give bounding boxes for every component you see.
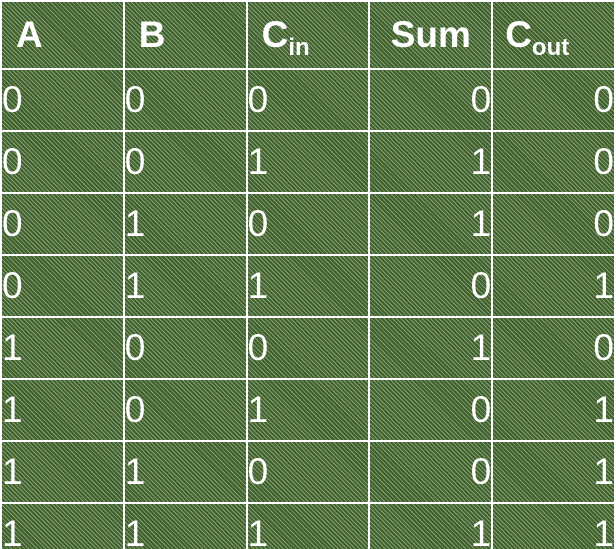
cell-sum: 0 xyxy=(368,68,494,132)
cell-sum: 1 xyxy=(368,502,494,549)
cell-cin: 1 xyxy=(245,502,371,549)
cell-cin: 0 xyxy=(245,192,371,256)
cell-cin: 1 xyxy=(245,130,371,194)
table-row: 1 0 0 1 0 xyxy=(0,316,616,380)
cell-cout: 1 xyxy=(491,440,616,504)
cell-b: 1 xyxy=(122,502,248,549)
cell-cout: 0 xyxy=(491,68,616,132)
table-row: 0 0 1 1 0 xyxy=(0,130,616,194)
header-a-label: A xyxy=(16,14,43,55)
header-cout-subscript: out xyxy=(531,34,570,61)
cell-a: 1 xyxy=(0,502,125,549)
header-cout-label: C xyxy=(505,14,532,55)
cell-cout: 0 xyxy=(491,130,616,194)
header-cin-label: C xyxy=(261,14,289,55)
header-b: B xyxy=(122,0,248,70)
cell-cin: 0 xyxy=(245,440,371,504)
cell-b: 0 xyxy=(122,68,248,132)
cell-b: 1 xyxy=(122,254,248,318)
header-sum-label: Sum xyxy=(390,14,471,55)
header-b-label: B xyxy=(138,14,166,55)
cell-a: 1 xyxy=(0,378,125,442)
cell-cin: 1 xyxy=(245,378,371,442)
cell-cin: 0 xyxy=(245,316,371,380)
header-sum: Sum xyxy=(368,0,494,70)
cell-cout: 0 xyxy=(491,192,616,256)
cell-sum: 0 xyxy=(368,440,494,504)
cell-b: 0 xyxy=(122,316,248,380)
table-row: 0 0 0 0 0 xyxy=(0,68,616,132)
header-cout: Cout xyxy=(491,0,616,70)
cell-sum: 1 xyxy=(368,316,494,380)
cell-cout: 1 xyxy=(491,254,616,318)
table-row: 1 0 1 0 1 xyxy=(0,378,616,442)
header-cin-subscript: in xyxy=(288,34,310,61)
cell-a: 1 xyxy=(0,440,125,504)
table-row: 1 1 1 1 1 xyxy=(0,502,616,549)
cell-a: 1 xyxy=(0,316,125,380)
cell-sum: 1 xyxy=(368,192,494,256)
header-a: A xyxy=(0,0,125,70)
cell-cin: 0 xyxy=(245,68,371,132)
cell-b: 1 xyxy=(122,192,248,256)
cell-cin: 1 xyxy=(245,254,371,318)
cell-sum: 0 xyxy=(368,378,494,442)
table-row: 0 1 1 0 1 xyxy=(0,254,616,318)
cell-cout: 1 xyxy=(491,378,616,442)
cell-cout: 0 xyxy=(491,316,616,380)
cell-b: 0 xyxy=(122,378,248,442)
cell-a: 0 xyxy=(0,130,125,194)
table-row: 1 1 0 0 1 xyxy=(0,440,616,504)
cell-sum: 0 xyxy=(368,254,494,318)
cell-a: 0 xyxy=(0,192,125,256)
cell-cout: 1 xyxy=(491,502,616,549)
cell-a: 0 xyxy=(0,68,125,132)
cell-sum: 1 xyxy=(368,130,494,194)
table-row: 0 1 0 1 0 xyxy=(0,192,616,256)
header-cin: Cin xyxy=(245,0,371,70)
cell-b: 1 xyxy=(122,440,248,504)
cell-a: 0 xyxy=(0,254,125,318)
header-row: A B Cin Sum Cout xyxy=(0,0,616,70)
cell-b: 0 xyxy=(122,130,248,194)
